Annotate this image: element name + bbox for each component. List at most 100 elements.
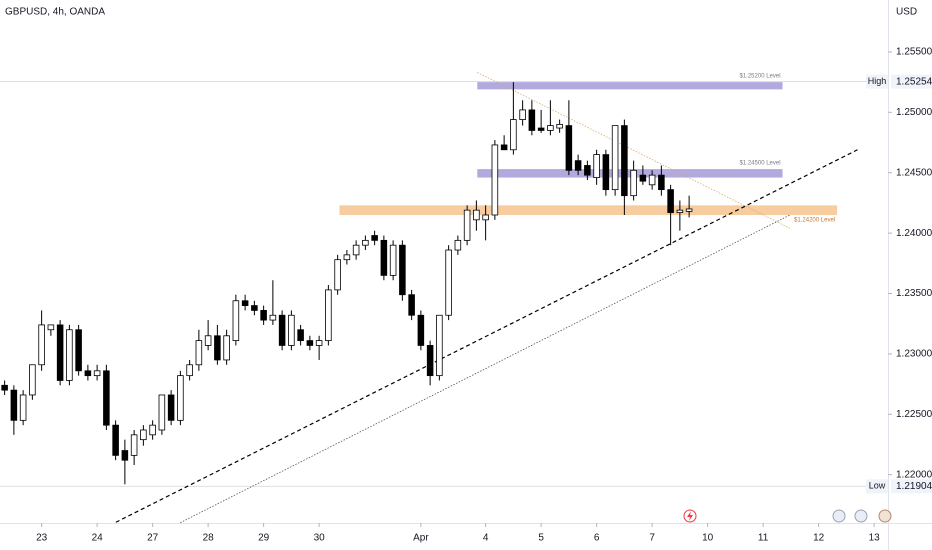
candle-body bbox=[537, 127, 545, 131]
candle-body bbox=[352, 244, 360, 256]
candle-body bbox=[417, 314, 425, 346]
candle-body bbox=[149, 424, 156, 436]
candle-body bbox=[204, 335, 212, 346]
candle-body bbox=[584, 165, 591, 176]
candle-body bbox=[29, 364, 36, 396]
candle-body bbox=[186, 364, 193, 377]
candle-body bbox=[639, 174, 647, 182]
y-tick-label: 1.24000 bbox=[896, 228, 932, 239]
marker-label: High bbox=[868, 76, 887, 86]
candle-body bbox=[214, 335, 221, 361]
candle-body bbox=[177, 375, 184, 421]
marker-price-box bbox=[891, 74, 932, 89]
marker-label-box bbox=[866, 479, 888, 494]
marker-price: 1.25254 bbox=[896, 76, 932, 87]
candle-body bbox=[10, 389, 18, 421]
trendline bbox=[178, 214, 791, 523]
x-tick-label: 29 bbox=[258, 533, 270, 544]
candle-body bbox=[38, 324, 45, 366]
y-tick-label: 1.23000 bbox=[896, 349, 932, 360]
event-icon[interactable] bbox=[854, 509, 868, 523]
candle-body bbox=[408, 294, 415, 316]
candle-body bbox=[223, 335, 230, 361]
candle-body bbox=[112, 424, 119, 456]
candle-body bbox=[130, 434, 138, 456]
candle-body bbox=[611, 125, 619, 191]
marker-price: 1.21904 bbox=[896, 481, 932, 492]
event-icon-glyph bbox=[687, 511, 693, 521]
candle-body bbox=[158, 394, 166, 431]
candle-body bbox=[491, 144, 499, 216]
zone-label: $1.24500 Level bbox=[740, 161, 781, 167]
candle-body bbox=[565, 125, 573, 171]
candle-body bbox=[306, 340, 314, 346]
zone-label: $1.25200 Level bbox=[740, 74, 781, 80]
candle-body bbox=[426, 345, 434, 377]
candle-body bbox=[278, 314, 286, 346]
marker-price-box bbox=[891, 479, 932, 494]
candle-body bbox=[658, 174, 665, 191]
candle-body bbox=[685, 208, 693, 212]
plot-area: $1.25200 Level $1.24500 Level $1.24200 Lev… bbox=[0, 72, 888, 523]
candle-body bbox=[574, 160, 582, 171]
x-tick-label: 10 bbox=[702, 533, 714, 544]
candle-body bbox=[436, 314, 443, 377]
x-tick-label: 27 bbox=[147, 533, 159, 544]
y-tick-label: 1.25000 bbox=[896, 107, 932, 118]
candle-body bbox=[343, 254, 351, 261]
candle-body bbox=[93, 370, 101, 377]
x-tick-label: 7 bbox=[649, 533, 655, 544]
candle-body bbox=[593, 154, 600, 178]
candle-body bbox=[251, 305, 258, 311]
marker-label-box bbox=[866, 74, 888, 89]
candle-body bbox=[315, 340, 323, 346]
candle-body bbox=[621, 125, 628, 197]
candle-body bbox=[667, 189, 674, 213]
candle-body bbox=[232, 300, 240, 342]
candle-body bbox=[399, 244, 406, 296]
candle-body bbox=[269, 314, 277, 321]
price-zone bbox=[477, 82, 783, 90]
candle-body bbox=[167, 394, 175, 421]
candle-body bbox=[75, 329, 82, 372]
event-icons bbox=[683, 509, 892, 523]
y-tick-label: 1.25500 bbox=[896, 47, 932, 58]
x-tick-label: 5 bbox=[538, 533, 544, 544]
price-zone bbox=[339, 205, 838, 215]
candle-body bbox=[84, 370, 92, 377]
candle-body bbox=[241, 300, 249, 306]
candle-body bbox=[463, 209, 471, 241]
axis-unit: USD bbox=[896, 7, 917, 18]
candle-body bbox=[482, 214, 489, 221]
x-tick-label: Apr bbox=[413, 533, 429, 544]
candle-body bbox=[510, 119, 517, 151]
candle-body bbox=[556, 124, 563, 129]
candle-body bbox=[547, 125, 554, 131]
event-icon[interactable] bbox=[832, 509, 846, 523]
chart-title: GBPUSD, 4h, OANDA bbox=[5, 7, 105, 18]
candle-body bbox=[1, 384, 8, 391]
candle-body bbox=[371, 235, 378, 241]
marker-label: Low bbox=[869, 481, 886, 491]
x-tick-label: 6 bbox=[594, 533, 600, 544]
candle-body bbox=[445, 249, 452, 316]
y-tick-label: 1.22000 bbox=[896, 469, 932, 480]
candle-body bbox=[47, 324, 55, 331]
candle-body bbox=[325, 289, 332, 342]
candle-body bbox=[602, 154, 610, 191]
y-tick-label: 1.22500 bbox=[896, 409, 932, 420]
price-zone bbox=[477, 169, 783, 178]
event-icon[interactable] bbox=[878, 509, 892, 523]
x-tick-label: 28 bbox=[203, 533, 215, 544]
candle-body bbox=[380, 239, 388, 276]
candle-body bbox=[389, 244, 397, 276]
candle-body bbox=[260, 310, 267, 321]
x-tick-label: 12 bbox=[813, 533, 825, 544]
candle-body bbox=[66, 329, 73, 381]
candle-body bbox=[140, 429, 147, 441]
trendline bbox=[477, 72, 791, 229]
candle-body bbox=[362, 239, 369, 246]
candle-body bbox=[454, 239, 462, 251]
candle-body bbox=[56, 324, 64, 381]
